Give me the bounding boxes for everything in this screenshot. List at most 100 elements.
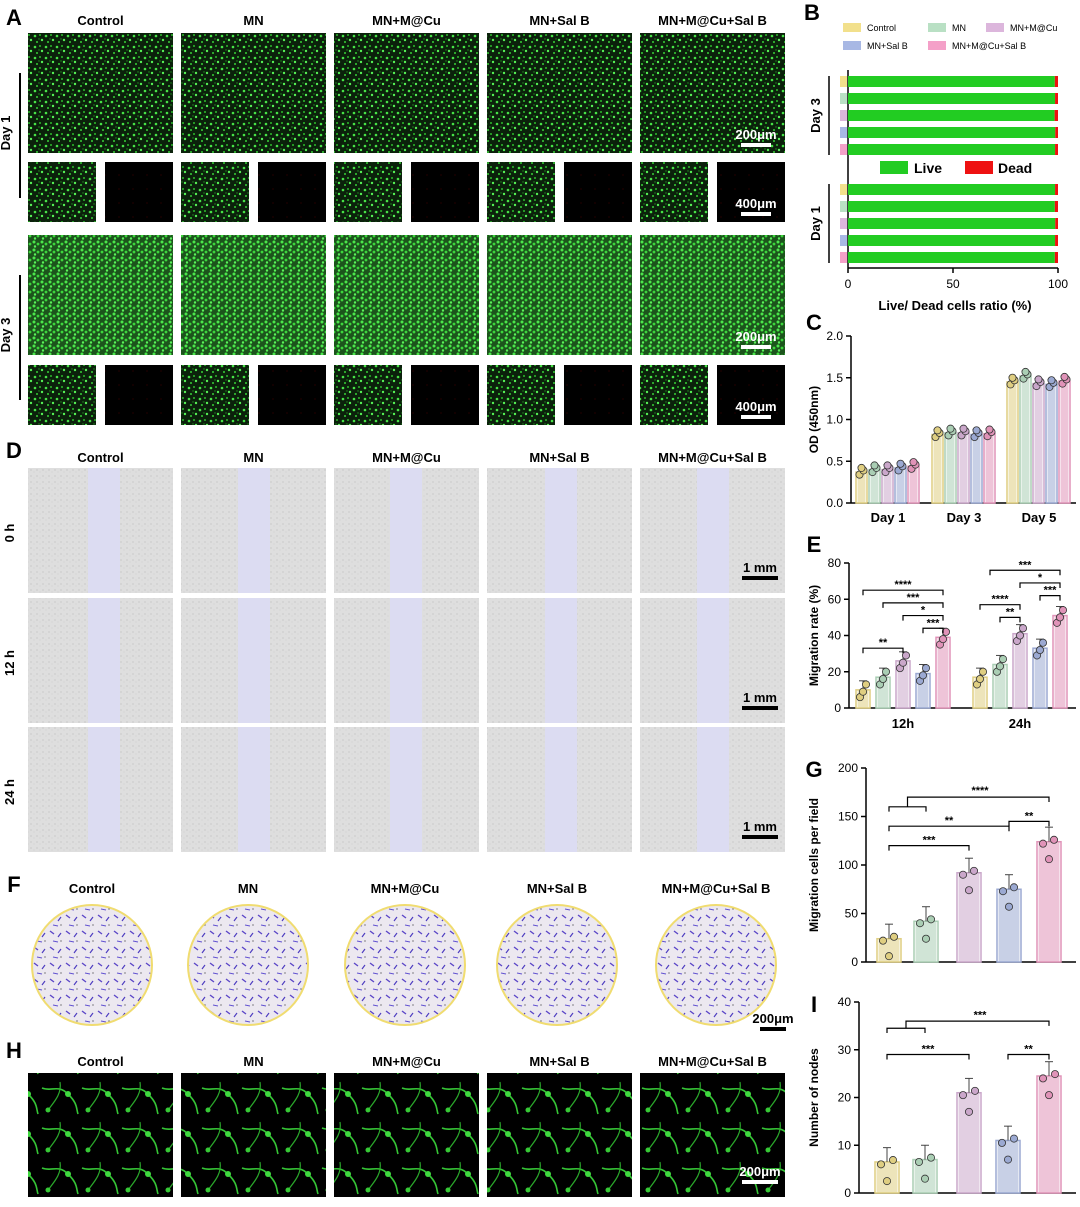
bar-fill [909, 466, 918, 503]
significance-label: ** [879, 637, 888, 649]
fluorescence-image-large [334, 235, 479, 355]
panel-label-d: D [6, 438, 22, 463]
fluorescence-image-live [334, 365, 402, 425]
y-tick-label: 20 [828, 665, 842, 679]
legend-swatch [928, 23, 946, 32]
panel-b-live-dead-ratio-chart: B Control MN MN+M@Cu MN+Sal B MN+M@Cu+Sal B Da… [804, 0, 1068, 313]
data-point [909, 458, 918, 467]
panel-f-group-header: MN+Sal B [527, 881, 587, 896]
scale-bar-label: 200μm [735, 127, 776, 142]
data-point [1021, 367, 1030, 376]
significance-bracket [886, 1020, 1050, 1034]
fluorescence-image-large [487, 235, 632, 355]
scale-bar-label: 200μm [739, 1164, 780, 1179]
data-point [889, 1156, 898, 1165]
bar-fill [883, 469, 892, 503]
data-point [896, 459, 905, 468]
panel-h-group-header: MN [243, 1054, 263, 1069]
scratch-gap [545, 727, 577, 852]
data-point [922, 934, 931, 943]
scratch-gap [697, 468, 729, 593]
fluorescence-image-large [28, 235, 173, 355]
live-bar [848, 184, 1056, 195]
significance-bracket [999, 616, 1021, 623]
data-point [1016, 631, 1025, 640]
data-point [1039, 638, 1048, 647]
data-point [1039, 839, 1048, 848]
data-point [972, 426, 981, 435]
panel-c-od-chart: C 0.0 0.5 1.0 1.5 2.0 OD (450nm) Day 1 Day 3 Day … [806, 310, 1076, 525]
y-tick-label: 1.5 [826, 371, 843, 385]
fluorescence-image-dead [105, 162, 173, 222]
data-point [1059, 606, 1068, 615]
y-tick-label: 200 [838, 761, 858, 775]
significance-bracket [979, 604, 1021, 610]
data-point [1056, 613, 1065, 622]
x-tick-label: 100 [1048, 277, 1068, 291]
scale-bar-label: 400μm [735, 196, 776, 211]
y-tick-label: 150 [838, 810, 858, 824]
live-bar [848, 144, 1056, 155]
fluorescence-image-live [487, 365, 555, 425]
fluorescence-image-large [28, 33, 173, 153]
panel-g-migration-cells-chart: G 0 50 100 150 200 Migration cells per field **… [805, 757, 1076, 969]
fluorescence-image-large [181, 235, 326, 355]
panel-a-group-header: Control [77, 13, 123, 28]
data-point [1008, 373, 1017, 382]
fluorescence-image-live [181, 162, 249, 222]
fluorescence-image-dead [411, 162, 479, 222]
fluorescence-image-dead [258, 365, 326, 425]
significance-label: **** [894, 579, 912, 591]
data-point [857, 463, 866, 472]
legend-swatch [928, 41, 946, 50]
scratch-gap [697, 727, 729, 852]
panel-d-scratch-images: D Control MN MN+M@Cu MN+Sal B MN+M@Cu+Sal B 0 … [2, 438, 785, 852]
x-tick-label: 50 [946, 277, 960, 291]
scratch-gap [545, 598, 577, 723]
data-point [883, 1177, 892, 1186]
data-point [996, 662, 1005, 671]
panel-f-group-header: MN+M@Cu [371, 881, 440, 896]
bar-fill [958, 872, 980, 962]
scale-bar-label: 1 mm [743, 819, 777, 834]
data-point [979, 667, 988, 676]
panel-a-group-header: MN+M@Cu [372, 13, 441, 28]
data-point [1060, 372, 1069, 381]
data-point [1005, 902, 1014, 911]
bar-fill [1008, 381, 1017, 503]
live-bar [848, 127, 1056, 138]
live-bar [848, 235, 1056, 246]
dead-bar [1054, 252, 1058, 263]
fluorescence-image-dead [564, 162, 632, 222]
fluorescence-image-live [487, 162, 555, 222]
group-color-marker [840, 144, 847, 155]
x-category-label: 24h [1009, 716, 1031, 731]
scratch-gap [88, 468, 120, 593]
dead-bar [1055, 93, 1058, 104]
data-point [879, 675, 888, 684]
group-color-marker [840, 110, 847, 121]
significance-bracket [886, 1053, 970, 1060]
y-category-label: Day 3 [808, 98, 823, 133]
significance-label: ** [1024, 1044, 1033, 1056]
scratch-gap [697, 598, 729, 723]
scratch-gap [88, 598, 120, 723]
legend-swatch [843, 41, 861, 50]
significance-label: ** [1006, 606, 1015, 618]
fluorescence-image-dead [105, 365, 173, 425]
fluorescence-image-live [28, 162, 96, 222]
scratch-gap [390, 468, 422, 593]
dead-bar [1055, 144, 1058, 155]
bar-fill [1038, 841, 1060, 962]
significance-label: **** [971, 785, 989, 797]
data-point [965, 1107, 974, 1116]
fluorescence-image-large [640, 235, 785, 355]
data-point [899, 658, 908, 667]
significance-label: ** [1025, 810, 1034, 822]
y-tick-label: 0.0 [826, 496, 843, 510]
bar-fill [1021, 376, 1030, 503]
y-tick-label: 0 [851, 955, 858, 969]
scratch-gap [238, 598, 270, 723]
data-point [985, 425, 994, 434]
